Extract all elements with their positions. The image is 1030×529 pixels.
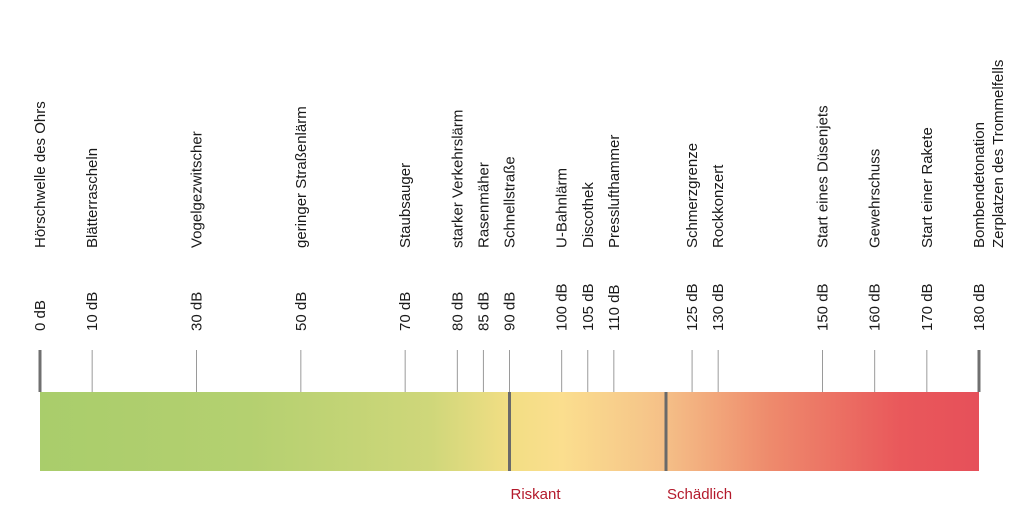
name-label-125: Schmerzgrenze (684, 143, 701, 248)
db-label-100: 100 dB (554, 283, 571, 331)
name-label-90: Schnellstraße (502, 156, 519, 248)
db-label-90: 90 dB (502, 292, 519, 331)
name-label-50: geringer Straßenlärm (293, 106, 310, 248)
db-label-105: 105 dB (580, 283, 597, 331)
name-label-100: U-Bahnlärm (554, 168, 571, 248)
name-label-30: Vogelgezwitscher (189, 131, 206, 248)
name-label-0: Hörschwelle des Ohrs (32, 101, 49, 248)
name-label-160: Gewehrschuss (867, 149, 884, 248)
name-label-180-0: Bombendetonation (971, 122, 988, 248)
db-label-150: 150 dB (815, 283, 832, 331)
name-label-180-1: Zerplatzen des Trommelfells (990, 60, 1007, 248)
db-label-0: 0 dB (32, 300, 49, 331)
db-label-125: 125 dB (684, 283, 701, 331)
name-label-85: Rasenmäher (475, 162, 492, 248)
db-label-160: 160 dB (867, 283, 884, 331)
db-label-50: 50 dB (293, 292, 310, 331)
name-label-110: Presslufthammer (606, 135, 623, 248)
db-label-10: 10 dB (84, 292, 101, 331)
zone-label-0: Riskant (511, 486, 562, 503)
db-label-70: 70 dB (397, 292, 414, 331)
db-label-130: 130 dB (710, 283, 727, 331)
name-label-130: Rockkonzert (710, 164, 727, 248)
label-layer: 0 dB Hörschwelle des Ohrs 10 dB Blätterrasc… (32, 60, 1007, 331)
name-label-170: Start einer Rakete (919, 127, 936, 248)
zone-layer: Riskant Schädlich (508, 392, 732, 503)
name-label-10: Blätterrascheln (84, 148, 101, 248)
name-label-150: Start eines Düsenjets (815, 105, 832, 248)
db-label-80: 80 dB (449, 292, 466, 331)
db-label-170: 170 dB (919, 283, 936, 331)
db-label-110: 110 dB (606, 285, 623, 331)
name-label-70: Staubsauger (397, 163, 414, 248)
db-label-30: 30 dB (189, 292, 206, 331)
name-label-105: Discothek (580, 182, 597, 248)
db-label-85: 85 dB (475, 292, 492, 331)
db-label-180: 180 dB (971, 283, 988, 331)
name-label-80: starker Verkehrslärm (449, 110, 466, 248)
tick-layer (38, 350, 981, 392)
zone-label-1: Schädlich (667, 486, 732, 503)
